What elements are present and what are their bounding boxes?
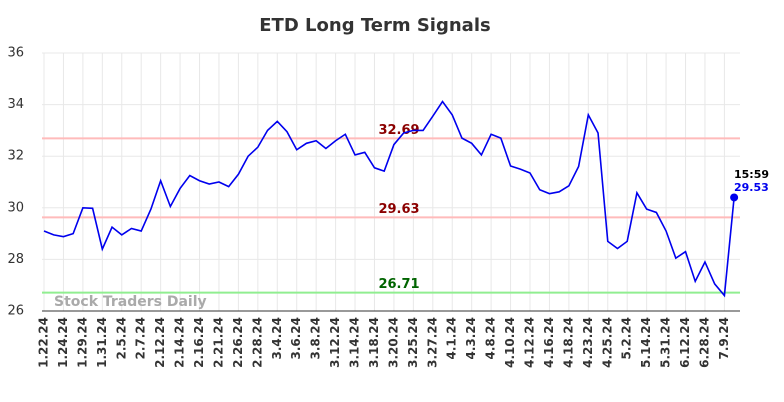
price-line bbox=[43, 100, 735, 298]
x-tick-label: 1.22.24 bbox=[37, 317, 51, 368]
x-tick-label: 2.16.24 bbox=[192, 317, 206, 368]
x-tick-label: 3.25.24 bbox=[406, 317, 420, 368]
y-tick-label: 32 bbox=[7, 149, 24, 164]
x-tick-label: 1.29.24 bbox=[75, 317, 89, 368]
x-tick-label: 4.25.24 bbox=[600, 317, 614, 368]
x-tick-label: 2.14.24 bbox=[173, 317, 187, 368]
annotation-price: 29.53 bbox=[734, 181, 769, 194]
x-tick-label: 3.6.24 bbox=[289, 317, 303, 360]
signal-label: 26.71 bbox=[378, 277, 419, 292]
x-tick-label: 3.14.24 bbox=[348, 317, 362, 368]
signal-label: 29.63 bbox=[378, 202, 419, 217]
x-tick-label: 3.18.24 bbox=[367, 317, 381, 368]
x-tick-label: 4.23.24 bbox=[581, 317, 595, 368]
x-tick-label: 4.8.24 bbox=[484, 317, 498, 360]
x-tick-label: 3.8.24 bbox=[309, 317, 323, 360]
x-tick-label: 4.16.24 bbox=[542, 317, 556, 368]
y-tick-label: 34 bbox=[7, 97, 24, 112]
x-tick-label: 4.12.24 bbox=[523, 317, 537, 368]
annotation-time: 15:59 bbox=[734, 168, 769, 181]
signal-label: 32.69 bbox=[378, 123, 419, 138]
last-point bbox=[730, 193, 739, 202]
x-tick-label: 2.26.24 bbox=[231, 317, 245, 368]
x-tick-label: 6.12.24 bbox=[678, 317, 692, 368]
x-tick-label: 3.4.24 bbox=[270, 317, 284, 360]
watermark: Stock Traders Daily bbox=[54, 294, 207, 310]
y-tick-label: 36 bbox=[7, 46, 24, 61]
x-tick-label: 6.28.24 bbox=[697, 317, 711, 368]
y-tick-label: 30 bbox=[7, 200, 24, 215]
x-tick-label: 4.3.24 bbox=[464, 317, 478, 360]
x-tick-label: 4.10.24 bbox=[503, 317, 517, 368]
x-tick-label: 2.21.24 bbox=[211, 317, 225, 368]
x-tick-label: 3.12.24 bbox=[328, 317, 342, 368]
x-tick-label: 3.27.24 bbox=[425, 317, 439, 368]
x-tick-label: 2.5.24 bbox=[114, 317, 128, 360]
x-tick-label: 4.1.24 bbox=[445, 317, 459, 360]
x-tick-label: 2.12.24 bbox=[153, 317, 167, 368]
x-tick-label: 2.7.24 bbox=[134, 317, 148, 360]
x-tick-label: 5.2.24 bbox=[620, 317, 634, 360]
x-tick-label: 2.28.24 bbox=[250, 317, 264, 368]
y-tick-label: 26 bbox=[7, 304, 24, 319]
chart-title: ETD Long Term Signals bbox=[259, 15, 490, 36]
x-tick-label: 3.20.24 bbox=[386, 317, 400, 368]
x-tick-label: 5.31.24 bbox=[659, 317, 673, 368]
y-tick-label: 28 bbox=[7, 252, 24, 267]
x-tick-label: 5.14.24 bbox=[639, 317, 653, 368]
x-tick-label: 1.31.24 bbox=[95, 317, 109, 368]
x-tick-label: 7.9.24 bbox=[717, 317, 731, 360]
x-tick-label: 4.18.24 bbox=[561, 317, 575, 368]
x-tick-label: 1.24.24 bbox=[56, 317, 70, 368]
